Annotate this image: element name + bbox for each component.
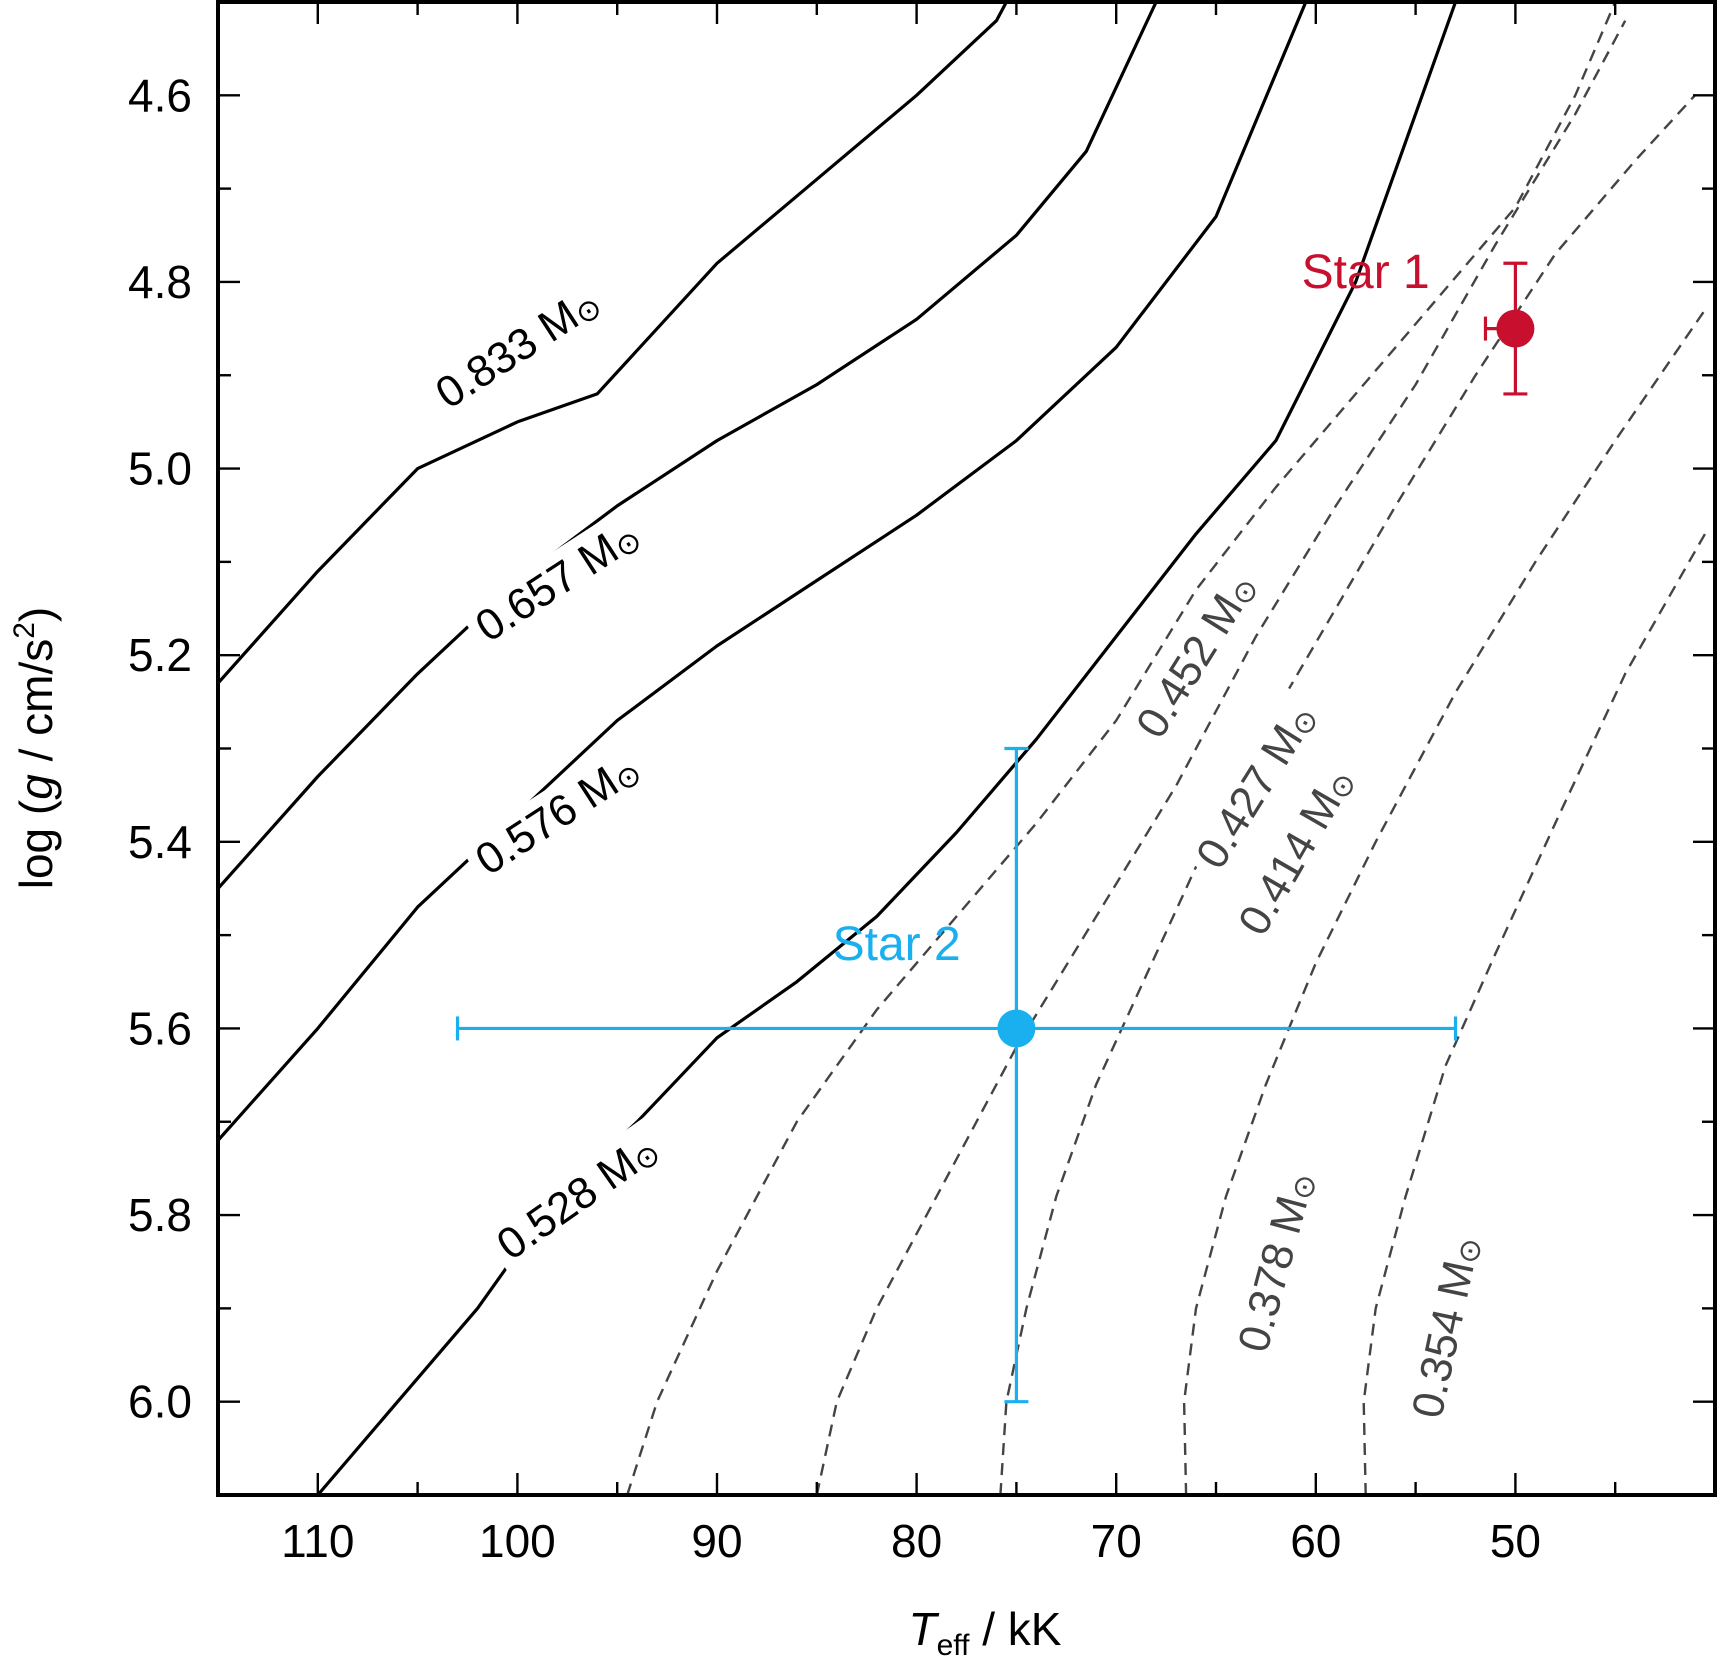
mass-track-0-452 [626,1,1617,1496]
mass-label-background [1222,751,1369,952]
star-points: Star 1 Star 2 [455,246,1535,1404]
label-star-1: Star 1 [1302,246,1430,299]
mass-label-background [1120,556,1272,755]
x-tick-label: 70 [1091,1515,1142,1567]
mass-label-0-657: 0.657 M⊙ [467,510,648,651]
x-tick-label: 90 [691,1515,742,1567]
mass-track-0-528 [316,1,1458,1496]
ticks: 110 100 90 80 70 60 50 4.6 4.8 5.0 5.2 5.4 5.6 5.8 6.0 [128,2,1715,1567]
mass-track-0-427 [815,20,1627,1496]
x-tick-label: 50 [1490,1515,1541,1567]
x-tick-label: 60 [1290,1515,1341,1567]
mass-label-background [458,503,656,658]
point-star-2: Star 2 [455,746,1458,1404]
mass-label-background [1398,1223,1493,1431]
error-bars-star-2 [455,746,1458,1404]
mass-label-0-354: 0.354 M⊙ [1402,1232,1488,1422]
mass-label-background [458,737,656,891]
mass-label-0-576: 0.576 M⊙ [467,743,648,884]
x-axis-title: Teff / kK [909,1603,1062,1662]
label-star-2: Star 2 [833,918,961,971]
mass-track-labels: 0.833 M⊙0.657 M⊙0.576 M⊙0.528 M⊙0.452 M⊙… [419,270,1493,1431]
y-tick-label: 5.8 [128,1189,192,1241]
y-tick-label: 5.4 [128,816,192,868]
mass-track-0-414 [999,94,1696,1496]
point-star-1: Star 1 [1302,246,1535,396]
plot-frame [216,0,1717,1497]
y-axis-title: log (g / cm/s2) [8,607,62,890]
mass-track-0-657 [218,1,1158,890]
x-tick-label: 110 [281,1515,354,1567]
mass-label-background [480,1117,675,1276]
y-tick-label: 4.6 [128,69,192,121]
y-tick-label: 6.0 [128,1376,192,1428]
y-tick-label: 5.6 [128,1002,192,1054]
y-tick-label: 5.0 [128,443,192,495]
mass-track-0-833 [218,1,1008,685]
y-tick-label: 4.8 [128,256,192,308]
mass-label-background [419,270,616,425]
y-tick-label: 5.2 [128,629,192,681]
mass-track-0-354 [1362,533,1707,1496]
mass-label-0-378: 0.378 M⊙ [1228,1166,1323,1357]
mass-track-0-576 [218,1,1308,1142]
marker-star-2 [997,1009,1036,1048]
mass-label-0-833: 0.833 M⊙ [427,277,608,418]
x-tick-label: 100 [479,1515,556,1567]
mass-label-background [1224,1158,1328,1366]
mass-track-curves [218,1,1707,1496]
axes [216,0,1717,1497]
x-tick-label: 80 [891,1515,942,1567]
marker-star-1 [1496,309,1535,348]
mass-label-0-528: 0.528 M⊙ [488,1124,667,1270]
mass-label-background [1180,686,1332,885]
